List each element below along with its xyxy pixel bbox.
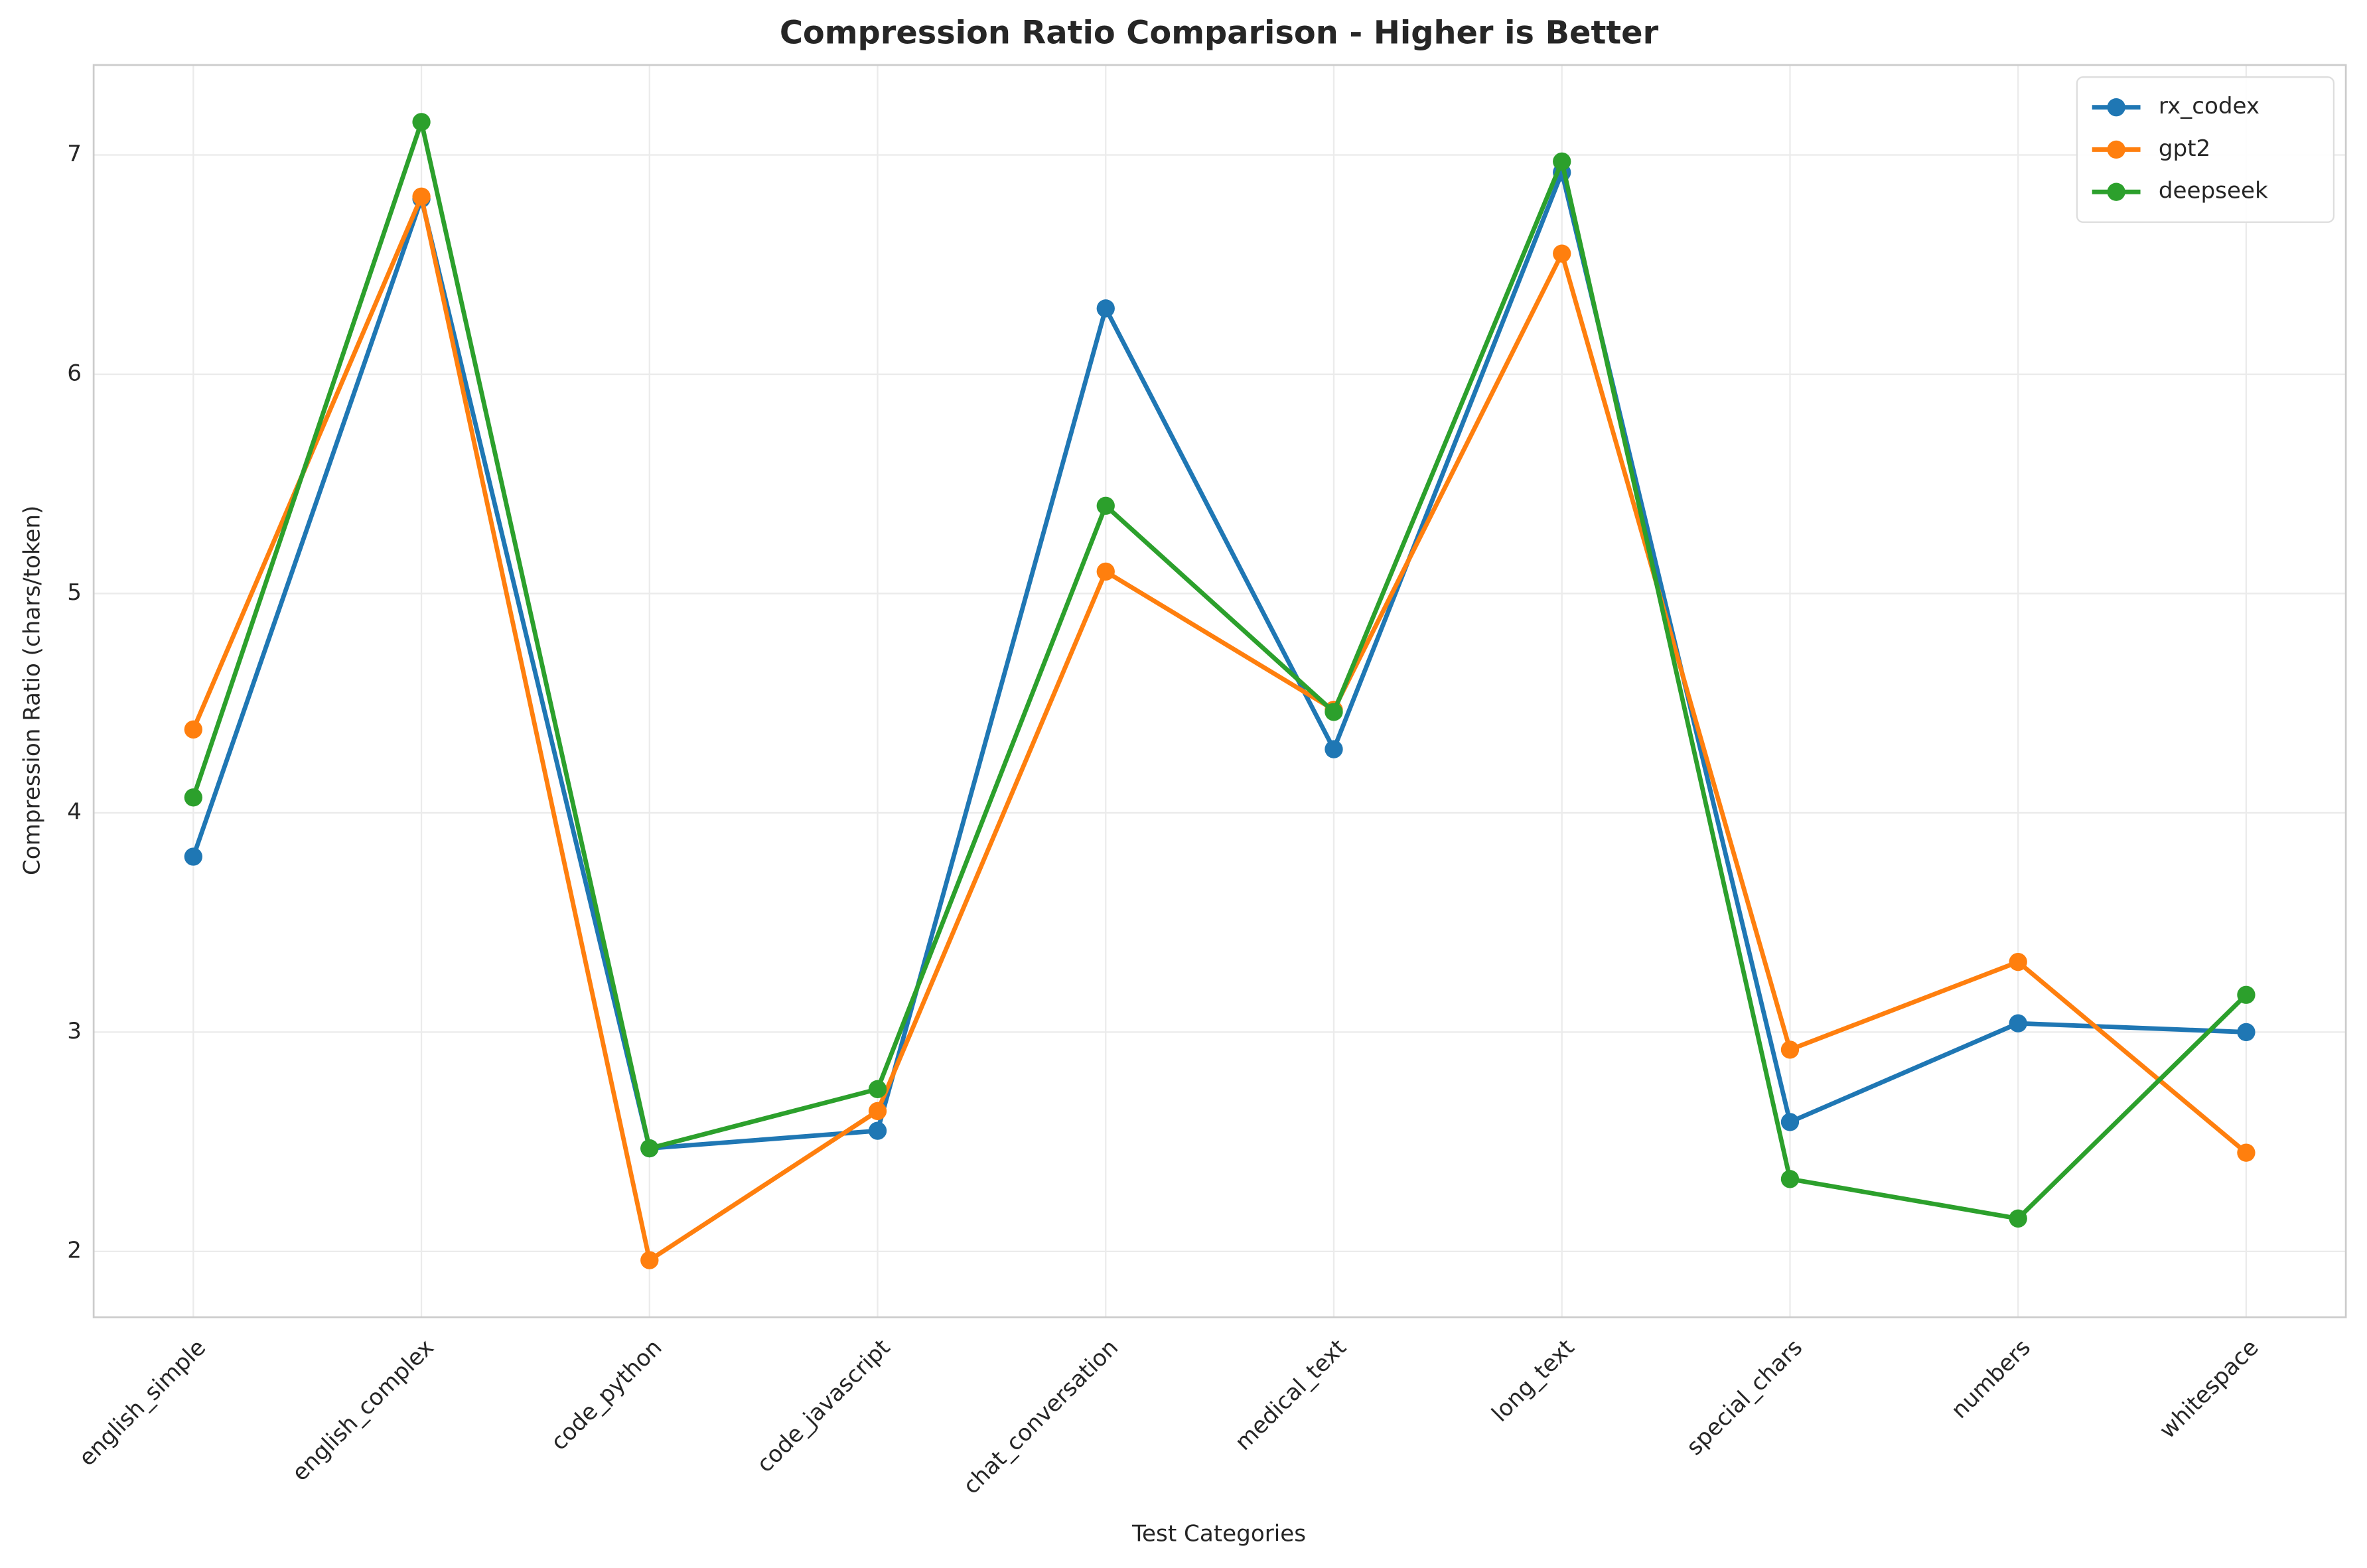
y-tick-label: 3 — [67, 1018, 82, 1044]
y-tick-label: 7 — [67, 141, 82, 167]
legend-label: gpt2 — [2159, 135, 2210, 162]
data-point — [184, 788, 203, 807]
legend-marker — [2107, 98, 2125, 117]
data-point — [1553, 152, 1571, 171]
data-point — [1325, 703, 1343, 721]
data-point — [2009, 1014, 2027, 1033]
data-point — [640, 1139, 659, 1158]
x-axis-label: Test Categories — [1131, 1520, 1306, 1547]
data-point — [1325, 740, 1343, 758]
data-point — [1096, 562, 1115, 581]
data-point — [2009, 952, 2027, 971]
series-line — [191, 170, 2247, 1151]
plot-frame — [92, 64, 2347, 1319]
plot — [184, 113, 2256, 1269]
y-tick-label: 4 — [67, 798, 82, 825]
data-point — [184, 847, 203, 866]
series-line — [191, 194, 2248, 1263]
data-point — [2009, 1209, 2027, 1228]
legend-marker — [2107, 182, 2125, 201]
data-point — [1780, 1170, 1800, 1188]
data-point — [184, 720, 203, 739]
data-point — [640, 1251, 659, 1269]
y-tick-label: 5 — [67, 579, 82, 606]
data-point — [868, 1102, 887, 1121]
data-point — [1553, 244, 1571, 263]
legend-label: rx_codex — [2159, 93, 2259, 119]
chart-title: Compression Ratio Comparison - Higher is… — [780, 15, 1659, 51]
data-point — [868, 1121, 887, 1140]
data-point — [1096, 496, 1115, 515]
legend-marker — [2107, 140, 2125, 159]
data-point — [2237, 1023, 2256, 1042]
legend: rx_codex gpt2 deepseek — [2076, 76, 2335, 223]
data-point — [1096, 299, 1115, 318]
y-tick-label: 6 — [67, 360, 82, 386]
grid — [94, 64, 2346, 1318]
data-point — [2237, 1143, 2256, 1162]
data-point — [412, 113, 431, 131]
data-point — [1780, 1113, 1800, 1131]
legend-label: deepseek — [2159, 178, 2268, 204]
series-line — [191, 119, 2248, 1221]
data-point — [868, 1080, 887, 1098]
data-point — [2237, 985, 2256, 1004]
data-point — [412, 187, 431, 206]
y-axis-label: Compression Ratio (chars/token) — [19, 506, 46, 875]
y-tick-label: 2 — [67, 1237, 82, 1263]
legend-box — [2076, 76, 2335, 223]
data-point — [1780, 1040, 1800, 1059]
